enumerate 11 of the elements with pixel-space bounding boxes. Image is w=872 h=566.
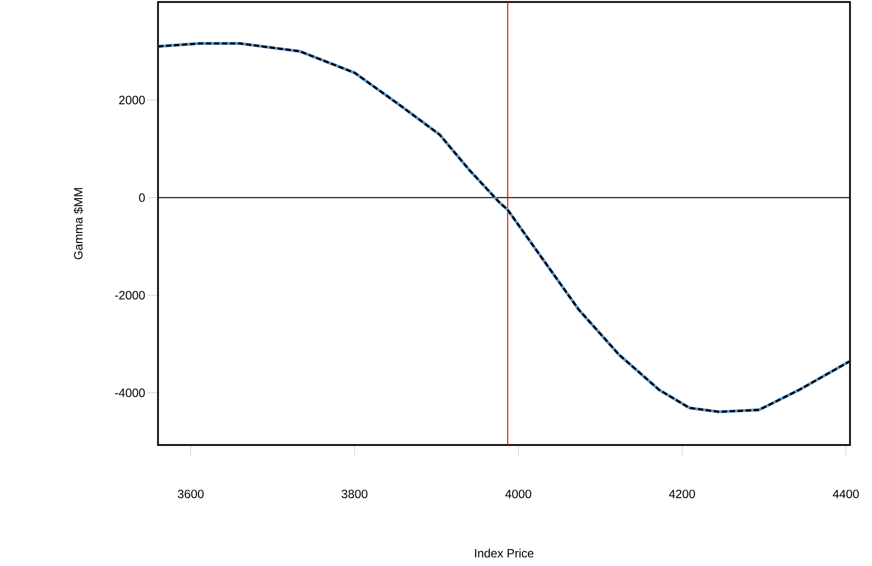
- y-tick-label: -4000: [115, 388, 145, 398]
- x-tick-label: 4000: [505, 490, 532, 498]
- x-tick-label: 3600: [178, 490, 204, 498]
- y-tick-label: -2000: [115, 290, 145, 300]
- x-axis-title: Index Price: [475, 548, 534, 558]
- x-tick-label: 4200: [669, 490, 695, 498]
- y-tick-label: 0: [139, 193, 145, 202]
- y-tick-label: 2000: [119, 96, 145, 104]
- x-tick-label: 4400: [832, 490, 859, 498]
- y-axis-title: Gamma $MM: [74, 188, 84, 260]
- x-tick-label: 3800: [342, 490, 368, 498]
